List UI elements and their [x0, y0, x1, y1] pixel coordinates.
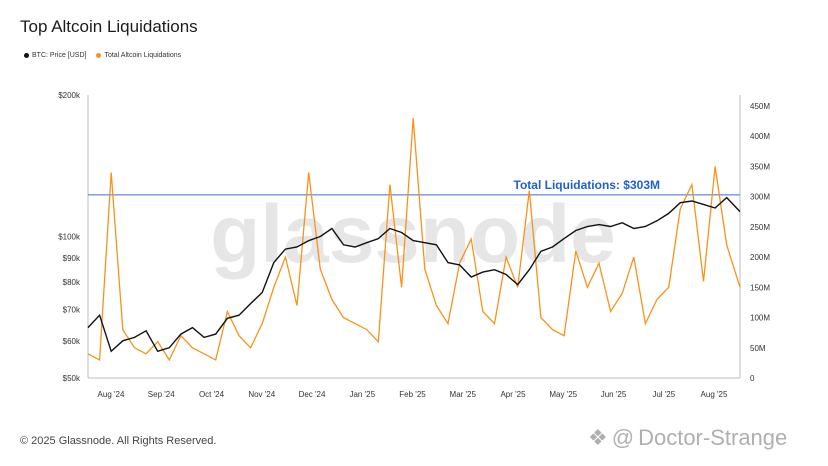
- x-tick-label: Aug '25: [701, 390, 728, 399]
- user-watermark-at: @: [611, 425, 635, 450]
- right-tick-label: 0: [750, 374, 755, 383]
- chart-legend: BTC: Price [USD] Total Altcoin Liquidati…: [24, 52, 181, 59]
- left-tick-label: $200k: [58, 91, 81, 100]
- right-tick-label: 300M: [750, 193, 770, 202]
- right-tick-label: 200M: [750, 253, 770, 262]
- legend-label-liquidations: Total Altcoin Liquidations: [104, 52, 182, 59]
- legend-item-liquidations[interactable]: Total Altcoin Liquidations: [96, 52, 181, 59]
- chart-title: Top Altcoin Liquidations: [20, 17, 198, 36]
- right-tick-label: 400M: [750, 132, 770, 141]
- x-tick-label: Apr '25: [500, 390, 526, 399]
- user-watermark: ❖ @ Doctor-Strange: [588, 425, 787, 451]
- x-tick-label: Sep '24: [148, 390, 175, 399]
- right-tick-label: 100M: [750, 314, 770, 323]
- diamond-logo-icon: ❖: [588, 425, 608, 450]
- x-tick-label: Dec '24: [299, 390, 326, 399]
- user-watermark-name: Doctor-Strange: [638, 425, 788, 450]
- x-tick-label: Jan '25: [349, 390, 375, 399]
- x-tick-label: Aug '24: [98, 390, 125, 399]
- series-line-liquidations: [87, 118, 741, 362]
- right-tick-label: 450M: [750, 102, 770, 111]
- series-line-btc: [87, 196, 741, 353]
- left-axis-ticks: $50k $60k $70k $80k $90k $100k $200k: [58, 91, 81, 383]
- left-tick-label: $70k: [63, 305, 81, 314]
- legend-label-btc: BTC: Price [USD]: [32, 52, 87, 59]
- legend-dot-btc: [24, 53, 29, 58]
- copyright-footer: © 2025 Glassnode. All Rights Reserved.: [20, 435, 217, 447]
- x-tick-label: Jun '25: [601, 390, 627, 399]
- left-tick-label: $90k: [63, 254, 81, 263]
- x-tick-label: Mar '25: [450, 390, 477, 399]
- x-tick-label: Feb '25: [399, 390, 426, 399]
- x-tick-label: Nov '24: [248, 390, 275, 399]
- x-axis-ticks: Aug '24 Sep '24 Oct '24 Nov '24 Dec '24 Jan '…: [98, 390, 728, 399]
- x-tick-label: May '25: [549, 390, 577, 399]
- x-tick-label: Oct '24: [199, 390, 225, 399]
- legend-dot-liquidations: [96, 53, 102, 58]
- right-tick-label: 50M: [750, 344, 766, 353]
- left-tick-label: $100k: [58, 233, 81, 242]
- right-axis-ticks: 0 50M 100M 150M 200M 250M 300M 350M 400M 450M: [750, 102, 770, 383]
- glassnode-watermark: glassnode: [210, 189, 616, 280]
- x-tick-label: Jul '25: [652, 390, 675, 399]
- right-tick-label: 350M: [750, 162, 770, 171]
- left-tick-label: $80k: [63, 278, 81, 287]
- legend-item-btc[interactable]: BTC: Price [USD]: [24, 52, 86, 59]
- reference-line-label: Total Liquidations: $303M: [514, 178, 660, 192]
- left-tick-label: $60k: [63, 337, 81, 346]
- left-tick-label: $50k: [63, 374, 81, 383]
- right-tick-label: 150M: [750, 283, 770, 292]
- right-tick-label: 250M: [750, 223, 770, 232]
